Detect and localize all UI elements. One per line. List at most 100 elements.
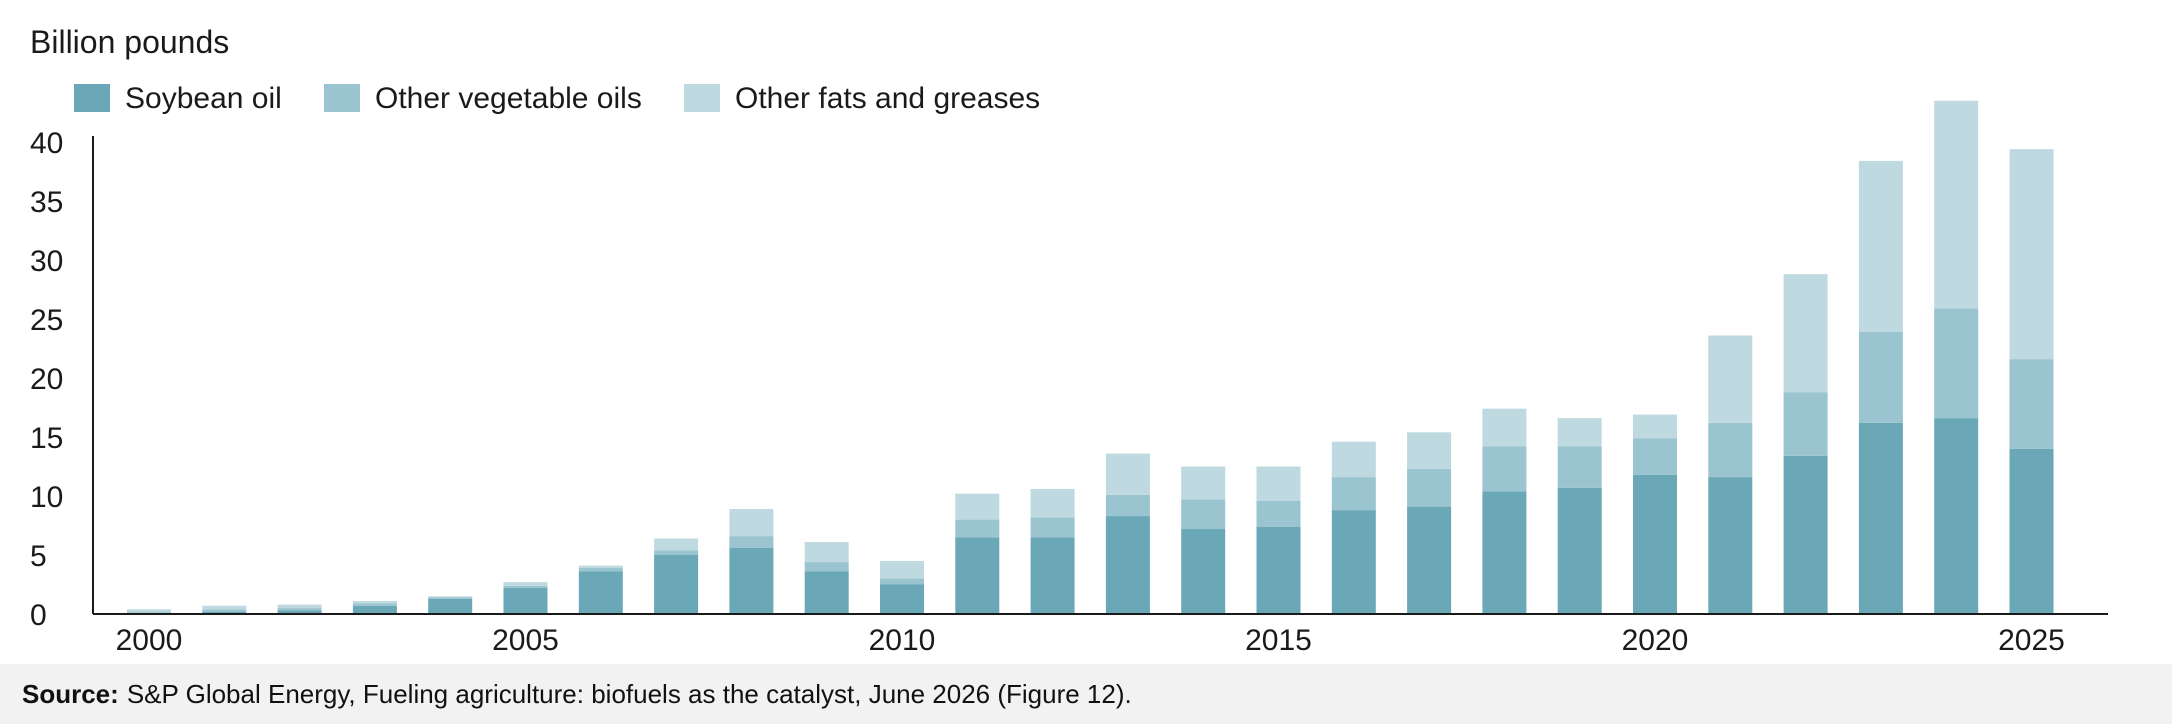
source-text: S&P Global Energy, Fueling agriculture: … <box>126 678 1132 709</box>
bar-2025-series-0 <box>2009 448 2054 614</box>
bar-2013-series-0 <box>1105 516 1150 614</box>
bar-2012-series-0 <box>1030 537 1075 614</box>
bar-2022-series-1 <box>1783 392 1828 456</box>
bar-2010-series-0 <box>880 584 924 614</box>
bar-2010-series-2 <box>880 560 924 579</box>
bar-2001-series-2 <box>202 605 247 610</box>
bar-2003-series-1 <box>352 603 397 606</box>
bar-2017-series-0 <box>1407 506 1452 614</box>
bar-2023-series-0 <box>1858 422 1903 614</box>
y-tick-label-5: 5 <box>30 540 47 573</box>
bar-2016-series-1 <box>1331 477 1376 511</box>
source-footer: Source: S&P Global Energy, Fueling agric… <box>0 664 2172 724</box>
bar-2002-series-0 <box>277 610 322 614</box>
x-tick-label-2015: 2015 <box>1245 624 1312 657</box>
x-tick-label-2000: 2000 <box>116 624 183 657</box>
bar-2009-series-1 <box>804 562 849 572</box>
bar-2007-series-2 <box>654 538 699 551</box>
bar-2021-series-0 <box>1708 477 1753 614</box>
bar-2012-series-2 <box>1030 488 1075 518</box>
bar-2008-series-1 <box>729 536 774 548</box>
bar-2002-series-2 <box>277 604 322 609</box>
y-tick-label-10: 10 <box>30 481 63 514</box>
y-tick-label-30: 30 <box>30 245 63 278</box>
y-axis: 0 5 10 15 20 25 30 35 40 <box>30 127 94 632</box>
bar-2016-series-0 <box>1331 510 1376 614</box>
bars <box>127 100 2054 614</box>
bar-2002-series-1 <box>277 608 322 611</box>
bar-2015-series-2 <box>1256 466 1301 501</box>
bar-2024-series-0 <box>1934 418 1979 614</box>
bar-2006-series-0 <box>578 571 623 614</box>
bar-2001-series-1 <box>202 609 247 612</box>
bar-2015-series-1 <box>1256 500 1301 527</box>
bar-2020-series-0 <box>1633 474 1677 614</box>
bar-2025-series-2 <box>2009 149 2054 360</box>
y-tick-label-35: 35 <box>30 186 63 219</box>
legend-label-2: Other fats and greases <box>735 82 1040 115</box>
y-tick-label-0: 0 <box>30 599 47 632</box>
bar-2008-series-0 <box>729 547 774 614</box>
bar-2004-series-2 <box>428 596 473 598</box>
bar-2016-series-2 <box>1331 441 1376 478</box>
bar-2021-series-1 <box>1708 422 1753 478</box>
bar-2014-series-2 <box>1181 466 1226 500</box>
bar-2011-series-0 <box>955 537 1000 614</box>
bar-2003-series-0 <box>352 605 397 614</box>
legend-label-1: Other vegetable oils <box>375 82 642 115</box>
bar-2014-series-1 <box>1181 499 1226 530</box>
bar-2004-series-1 <box>428 597 473 599</box>
bar-2010-series-1 <box>880 578 924 585</box>
bar-2020-series-1 <box>1633 438 1677 475</box>
bar-2009-series-2 <box>804 542 849 563</box>
source-label: Source: <box>22 678 119 709</box>
bar-2005-series-0 <box>503 588 548 614</box>
bar-2005-series-1 <box>503 585 548 589</box>
x-tick-label-2025: 2025 <box>1998 624 2065 657</box>
bar-2024-series-1 <box>1934 308 1979 419</box>
bar-2013-series-1 <box>1105 494 1150 517</box>
bar-2004-series-0 <box>428 598 473 614</box>
bar-2019-series-1 <box>1557 446 1602 488</box>
legend-label-0: Soybean oil <box>125 82 282 115</box>
bar-2006-series-2 <box>578 565 623 568</box>
y-tick-label-20: 20 <box>30 363 63 396</box>
legend-swatch-2 <box>684 84 720 112</box>
bar-2013-series-2 <box>1105 453 1150 495</box>
bar-2007-series-1 <box>654 550 699 555</box>
bar-2023-series-1 <box>1858 331 1903 423</box>
y-axis-title: Billion pounds <box>30 24 229 60</box>
legend-swatch-1 <box>324 84 360 112</box>
bar-2024-series-2 <box>1934 100 1979 309</box>
bar-2019-series-0 <box>1557 487 1602 614</box>
bar-2006-series-1 <box>578 567 623 572</box>
bar-2020-series-2 <box>1633 414 1677 439</box>
bar-2000-series-1 <box>127 611 171 613</box>
bar-2018-series-2 <box>1482 408 1527 447</box>
bar-2009-series-0 <box>804 571 849 614</box>
x-tick-label-2010: 2010 <box>869 624 936 657</box>
y-tick-label-25: 25 <box>30 304 63 337</box>
bar-2018-series-1 <box>1482 446 1527 492</box>
bar-2012-series-1 <box>1030 517 1075 538</box>
bar-2021-series-2 <box>1708 335 1753 423</box>
bar-2014-series-0 <box>1181 529 1226 614</box>
bar-2000-series-2 <box>127 609 171 612</box>
chart: Billion pounds Soybean oil Other vegetabl… <box>30 24 2108 657</box>
bar-2011-series-2 <box>955 493 1000 520</box>
bar-2025-series-1 <box>2009 359 2054 449</box>
bar-2011-series-1 <box>955 519 1000 538</box>
bar-2003-series-2 <box>352 601 397 604</box>
y-tick-label-40: 40 <box>30 127 63 160</box>
y-tick-label-15: 15 <box>30 422 63 455</box>
bar-2015-series-0 <box>1256 526 1301 614</box>
bar-2017-series-1 <box>1407 468 1452 507</box>
legend-swatch-0 <box>74 84 110 112</box>
x-axis: 2000 2005 2010 2015 2020 2025 <box>93 613 2108 657</box>
bar-2005-series-2 <box>503 582 548 586</box>
x-tick-label-2020: 2020 <box>1622 624 1689 657</box>
x-tick-label-2005: 2005 <box>492 624 559 657</box>
bar-2017-series-2 <box>1407 432 1452 469</box>
bar-2023-series-2 <box>1858 160 1903 332</box>
bar-2022-series-0 <box>1783 455 1828 614</box>
